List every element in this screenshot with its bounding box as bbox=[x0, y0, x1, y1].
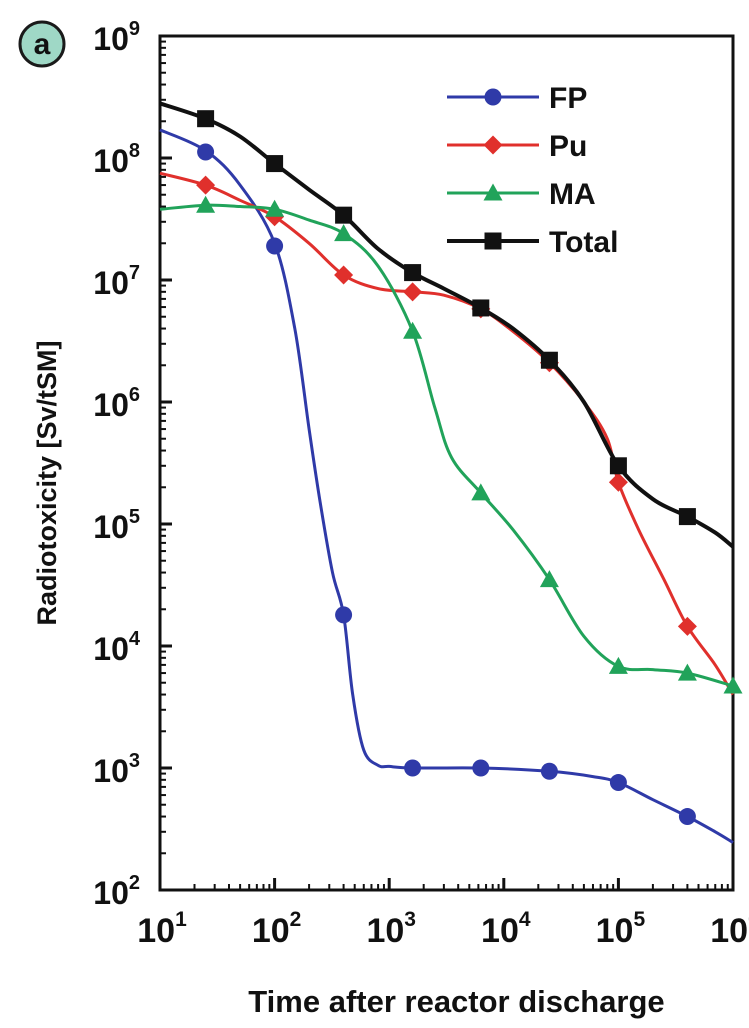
y-tick-label: 109 bbox=[93, 18, 140, 57]
data-point-ma bbox=[403, 321, 423, 339]
data-point-ma bbox=[539, 570, 559, 588]
y-tick-label: 106 bbox=[93, 384, 140, 423]
data-point-pu bbox=[608, 472, 628, 492]
series-curves bbox=[159, 101, 735, 844]
x-tick-label: 106 bbox=[710, 908, 749, 950]
data-point-ma bbox=[608, 656, 628, 674]
y-tick-label: 108 bbox=[93, 140, 140, 179]
data-point-fp bbox=[540, 762, 558, 780]
x-tick-label: 104 bbox=[481, 908, 531, 950]
data-point-ma bbox=[196, 195, 216, 213]
series-line-total bbox=[159, 101, 735, 549]
series-line-pu bbox=[159, 171, 735, 696]
data-point-fp bbox=[472, 759, 490, 777]
series-line-ma bbox=[159, 203, 734, 688]
series-line-fp bbox=[159, 128, 734, 844]
panel-badge-circle bbox=[18, 20, 66, 68]
x-tick-label: 103 bbox=[366, 908, 416, 950]
panel-label: a bbox=[34, 28, 51, 61]
data-point-ma bbox=[471, 483, 491, 501]
data-point-fp bbox=[404, 759, 422, 777]
data-point-ma bbox=[723, 676, 743, 694]
data-point-total bbox=[404, 264, 422, 282]
y-axis: 102 103 104 105 106 107 108 109 bbox=[93, 18, 172, 911]
x-tick-label: 105 bbox=[596, 908, 646, 950]
data-point-fp bbox=[335, 606, 353, 624]
legend-label-pu: Pu bbox=[549, 130, 587, 163]
data-point-ma bbox=[334, 224, 354, 242]
x-tick-label: 101 bbox=[137, 908, 187, 950]
data-point-total bbox=[540, 351, 558, 369]
data-point-fp bbox=[266, 237, 284, 255]
legend: FP Pu MA Total bbox=[447, 82, 618, 259]
data-point-fp bbox=[609, 774, 627, 792]
y-tick-label: 107 bbox=[93, 262, 140, 301]
data-point-pu bbox=[334, 265, 354, 285]
legend-marker-pu bbox=[483, 135, 503, 155]
data-point-total bbox=[266, 155, 284, 173]
series-markers bbox=[196, 110, 743, 826]
legend-label-ma: MA bbox=[549, 178, 596, 211]
x-tick-label: 102 bbox=[252, 908, 302, 950]
y-tick-label: 104 bbox=[93, 628, 141, 667]
legend-label-total: Total bbox=[549, 226, 618, 259]
data-point-total bbox=[335, 206, 353, 224]
legend-marker-total bbox=[484, 232, 502, 250]
data-point-fp bbox=[197, 143, 215, 161]
x-axis: 101 102 103 104 105 106 bbox=[137, 878, 749, 950]
y-tick-label: 105 bbox=[93, 506, 140, 545]
data-point-pu bbox=[196, 175, 216, 195]
plot-area bbox=[158, 34, 735, 892]
data-point-total bbox=[678, 508, 696, 526]
data-point-fp bbox=[678, 808, 696, 826]
data-point-total bbox=[472, 299, 490, 317]
y-tick-label: 102 bbox=[93, 872, 140, 911]
panel-badge: a bbox=[18, 20, 66, 68]
data-point-ma bbox=[265, 199, 285, 217]
data-point-ma bbox=[677, 663, 697, 681]
data-point-total bbox=[609, 457, 627, 475]
y-axis-title: Radiotoxicity [Sv/tSM] bbox=[32, 340, 62, 625]
legend-label-fp: FP bbox=[549, 82, 587, 115]
data-point-total bbox=[197, 110, 215, 128]
data-point-pu bbox=[403, 282, 423, 302]
x-axis-title: Time after reactor discharge bbox=[248, 984, 664, 1019]
data-point-pu bbox=[677, 616, 697, 636]
legend-marker-ma bbox=[483, 183, 503, 201]
legend-marker-fp bbox=[484, 88, 502, 106]
y-tick-label: 103 bbox=[93, 750, 140, 789]
